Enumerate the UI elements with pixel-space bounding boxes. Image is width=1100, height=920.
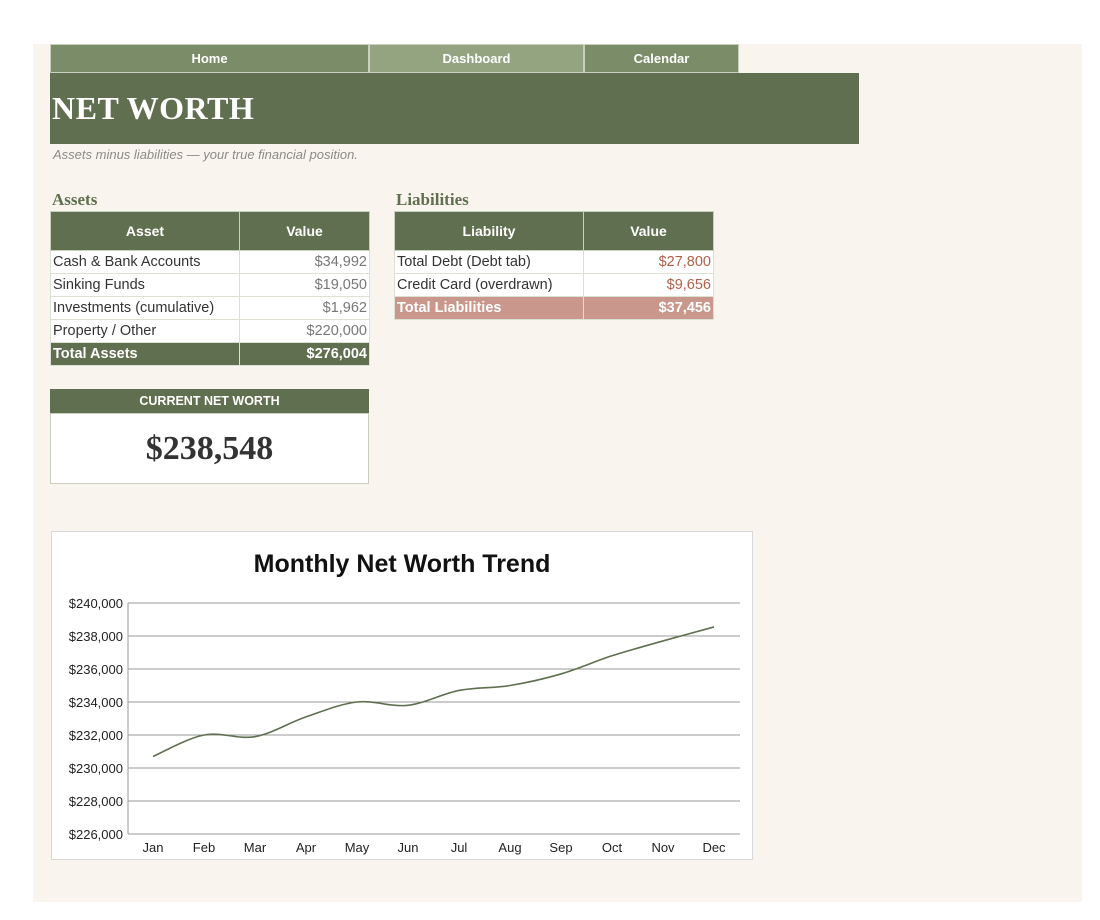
liability-label[interactable]: Credit Card (overdrawn)	[394, 273, 584, 297]
assets-col-value: Value	[239, 211, 370, 251]
table-row: Property / Other $220,000	[50, 319, 370, 343]
sheet: Home Dashboard Calendar NET WORTH Assets…	[33, 44, 1082, 902]
total-assets-value[interactable]: $276,004	[239, 342, 370, 366]
liabilities-heading: Liabilities	[396, 190, 469, 209]
x-tick-label: Sep	[549, 840, 572, 855]
x-tick-label: Jul	[451, 840, 468, 855]
page-title: NET WORTH	[52, 90, 255, 126]
y-tick-label: $232,000	[69, 728, 123, 743]
x-tick-label: Jan	[143, 840, 164, 855]
asset-label[interactable]: Cash & Bank Accounts	[50, 250, 240, 274]
page-subtitle: Assets minus liabilities — your true fin…	[53, 147, 358, 162]
x-tick-label: May	[345, 840, 370, 855]
chart-title: Monthly Net Worth Trend	[253, 550, 551, 578]
asset-value[interactable]: $19,050	[239, 273, 370, 297]
liabilities-total-row: Total Liabilities $37,456	[394, 296, 714, 320]
asset-label[interactable]: Investments (cumulative)	[50, 296, 240, 320]
table-row: Cash & Bank Accounts $34,992	[50, 250, 370, 274]
liabilities-table: Liability Value Total Debt (Debt tab) $2…	[394, 211, 714, 320]
liability-label[interactable]: Total Debt (Debt tab)	[394, 250, 584, 274]
assets-table: Asset Value Cash & Bank Accounts $34,992…	[50, 211, 370, 366]
asset-value[interactable]: $34,992	[239, 250, 370, 274]
table-row: Total Debt (Debt tab) $27,800	[394, 250, 714, 274]
asset-value[interactable]: $1,962	[239, 296, 370, 320]
y-tick-label: $226,000	[69, 827, 123, 842]
x-tick-label: Oct	[602, 840, 623, 855]
table-row: Investments (cumulative) $1,962	[50, 296, 370, 320]
y-tick-label: $236,000	[69, 662, 123, 677]
total-assets-label[interactable]: Total Assets	[50, 342, 240, 366]
x-tick-label: Aug	[498, 840, 521, 855]
nav-home-button[interactable]: Home	[50, 44, 369, 73]
liability-value[interactable]: $27,800	[583, 250, 714, 274]
x-tick-label: Nov	[651, 840, 675, 855]
y-tick-label: $240,000	[69, 596, 123, 611]
table-row: Sinking Funds $19,050	[50, 273, 370, 297]
y-tick-label: $228,000	[69, 794, 123, 809]
assets-heading: Assets	[52, 190, 98, 209]
liabilities-col-value: Value	[583, 211, 714, 251]
nav-dashboard-button[interactable]: Dashboard	[369, 44, 584, 73]
net-worth-label: CURRENT NET WORTH	[50, 389, 369, 413]
liability-value[interactable]: $9,656	[583, 273, 714, 297]
chart-plot: $226,000 $228,000 $230,000 $232,000 $234,000…	[69, 596, 740, 855]
asset-label[interactable]: Sinking Funds	[50, 273, 240, 297]
y-tick-label: $238,000	[69, 629, 123, 644]
nav-calendar-button[interactable]: Calendar	[584, 44, 739, 73]
liabilities-col-liability: Liability	[394, 211, 584, 251]
asset-label[interactable]: Property / Other	[50, 319, 240, 343]
total-liabilities-label[interactable]: Total Liabilities	[394, 296, 584, 320]
title-banner: NET WORTH	[50, 73, 859, 144]
net-worth-chart[interactable]: Monthly Net Worth Trend $226,000 $228,000…	[51, 531, 753, 860]
assets-col-asset: Asset	[50, 211, 240, 251]
y-tick-label: $230,000	[69, 761, 123, 776]
table-row: Credit Card (overdrawn) $9,656	[394, 273, 714, 297]
assets-total-row: Total Assets $276,004	[50, 342, 370, 366]
x-tick-label: Dec	[702, 840, 726, 855]
asset-value[interactable]: $220,000	[239, 319, 370, 343]
series-line	[152, 626, 715, 758]
net-worth-value[interactable]: $238,548	[50, 413, 369, 484]
x-tick-label: Jun	[398, 840, 419, 855]
y-tick-label: $234,000	[69, 695, 123, 710]
x-tick-label: Apr	[296, 840, 317, 855]
x-tick-label: Feb	[193, 840, 215, 855]
x-tick-label: Mar	[244, 840, 267, 855]
total-liabilities-value[interactable]: $37,456	[583, 296, 714, 320]
